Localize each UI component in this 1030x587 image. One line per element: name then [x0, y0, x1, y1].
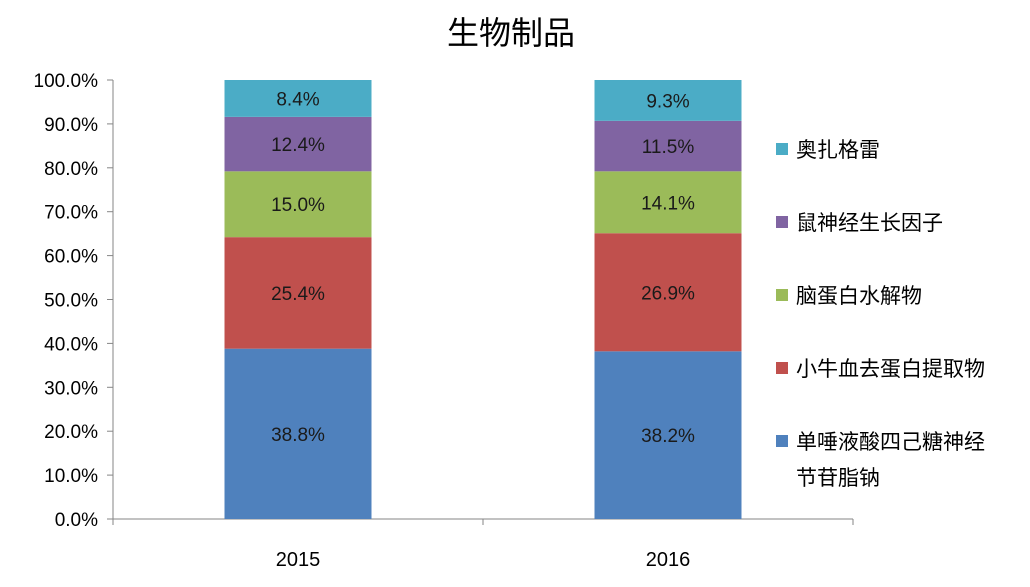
y-tick-label: 50.0%	[44, 291, 98, 312]
legend-label: 节苷脂钠	[796, 466, 880, 490]
data-label: 12.4%	[271, 135, 325, 156]
y-tick-label: 70.0%	[44, 203, 98, 224]
legend-item: 小牛血去蛋白提取物	[776, 357, 985, 381]
chart-title: 生物制品	[447, 14, 575, 52]
legend-swatch	[776, 435, 788, 447]
data-label: 9.3%	[646, 91, 689, 112]
data-label: 14.1%	[641, 193, 695, 214]
data-label: 38.8%	[271, 425, 325, 446]
legend-swatch	[776, 216, 788, 228]
bar-segment	[594, 120, 742, 172]
data-labels: 38.8% 25.4% 15.0% 12.4% 8.4% 38.2% 26.9% 14.1% 1…	[271, 89, 695, 447]
bar-segment	[224, 348, 372, 519]
data-label: 38.2%	[641, 426, 695, 447]
legend-label: 单唾液酸四己糖神经	[796, 430, 985, 454]
bar-segment	[594, 351, 742, 519]
bar-segment	[594, 233, 742, 352]
legend-label: 脑蛋白水解物	[796, 284, 922, 308]
data-label: 11.5%	[642, 137, 695, 158]
bar-segment	[594, 171, 742, 234]
y-axis: 0.0% 10.0% 20.0% 30.0% 40.0% 50.0% 60.0% 70.0% 8…	[34, 71, 114, 531]
legend-item: 脑蛋白水解物	[776, 284, 922, 308]
y-tick-label: 20.0%	[44, 422, 98, 443]
data-label: 8.4%	[276, 89, 319, 110]
legend-item: 奥扎格雷	[776, 138, 880, 162]
x-axis: 2015 2016	[112, 518, 854, 571]
legend-label: 奥扎格雷	[796, 138, 880, 162]
bar-segment	[224, 116, 372, 172]
y-tick-label: 0.0%	[55, 510, 98, 531]
legend-label: 鼠神经生长因子	[796, 211, 943, 235]
data-label: 15.0%	[271, 195, 325, 216]
legend-swatch	[776, 362, 788, 374]
legend-swatch	[776, 143, 788, 155]
legend-label: 小牛血去蛋白提取物	[796, 357, 985, 381]
x-tick-label: 2016	[646, 549, 691, 571]
legend-item: 鼠神经生长因子	[776, 211, 943, 235]
legend-swatch	[776, 289, 788, 301]
y-tick-label: 10.0%	[44, 466, 98, 487]
bar-segment	[224, 237, 372, 349]
x-tick-label: 2015	[276, 549, 321, 571]
bar-segment	[224, 171, 372, 238]
bars	[224, 80, 742, 519]
y-tick-label: 60.0%	[44, 247, 98, 268]
bar-segment	[224, 80, 372, 117]
y-tick-label: 40.0%	[44, 334, 98, 355]
data-label: 26.9%	[641, 283, 695, 304]
y-tick-label: 30.0%	[44, 378, 98, 399]
bar-segment	[594, 80, 742, 121]
y-tick-label: 80.0%	[44, 159, 98, 180]
y-tick-label: 90.0%	[44, 115, 98, 136]
y-tick-label: 100.0%	[34, 71, 99, 92]
data-label: 25.4%	[271, 284, 325, 305]
